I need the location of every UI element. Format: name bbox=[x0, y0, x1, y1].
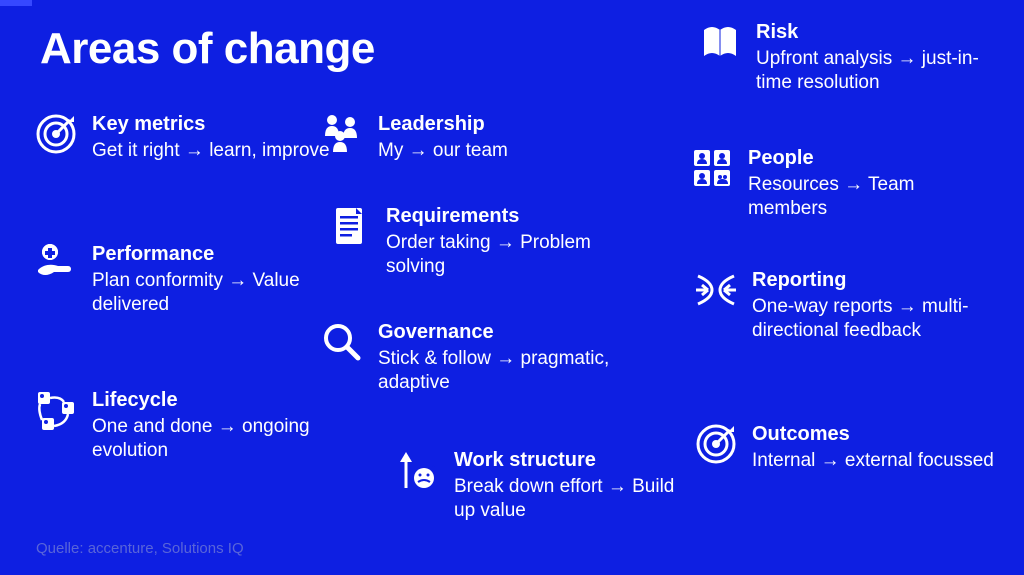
area-label: Lifecycle bbox=[92, 388, 334, 413]
area-outcomes: OutcomesInternal → external focussed bbox=[694, 422, 994, 473]
area-text: GovernanceStick & follow → pragmatic, ad… bbox=[378, 320, 620, 395]
hand-plus-icon bbox=[34, 242, 78, 286]
area-label: Governance bbox=[378, 320, 620, 345]
target-icon bbox=[694, 422, 738, 466]
area-leadership: LeadershipMy → our team bbox=[320, 112, 508, 163]
area-key-metrics: Key metricsGet it right → learn, improve bbox=[34, 112, 330, 163]
area-desc: Internal → external focussed bbox=[752, 449, 994, 473]
area-text: OutcomesInternal → external focussed bbox=[752, 422, 994, 473]
source-attribution: Quelle: accenture, Solutions IQ bbox=[36, 540, 244, 557]
area-label: Outcomes bbox=[752, 422, 994, 447]
area-reporting: ReportingOne-way reports → multi-directi… bbox=[694, 268, 994, 343]
magnifier-icon bbox=[320, 320, 364, 364]
area-label: Leadership bbox=[378, 112, 508, 137]
area-text: LeadershipMy → our team bbox=[378, 112, 508, 163]
target-icon bbox=[34, 112, 78, 156]
cycle-icon bbox=[34, 388, 78, 432]
area-desc: Upfront analysis → just-in-time resoluti… bbox=[756, 47, 998, 95]
area-desc: Stick & follow → pragmatic, adaptive bbox=[378, 347, 620, 395]
area-risk: RiskUpfront analysis → just-in-time reso… bbox=[698, 20, 998, 95]
area-performance: PerformancePlan conformity → Value deliv… bbox=[34, 242, 334, 317]
area-text: PeopleResources → Team members bbox=[748, 146, 990, 221]
area-text: RiskUpfront analysis → just-in-time reso… bbox=[756, 20, 998, 95]
area-text: Work structureBreak down effort → Build … bbox=[454, 448, 696, 523]
arrow-up-icon bbox=[396, 448, 440, 492]
area-desc: One and done → ongoing evolution bbox=[92, 415, 334, 463]
area-label: Requirements bbox=[386, 204, 628, 229]
grid-people-icon bbox=[690, 146, 734, 190]
area-label: Risk bbox=[756, 20, 998, 45]
area-desc: Get it right → learn, improve bbox=[92, 139, 330, 163]
area-label: Key metrics bbox=[92, 112, 330, 137]
area-label: Performance bbox=[92, 242, 334, 267]
area-desc: Break down effort → Build up value bbox=[454, 475, 696, 523]
area-desc: Resources → Team members bbox=[748, 173, 990, 221]
area-text: ReportingOne-way reports → multi-directi… bbox=[752, 268, 994, 343]
area-governance: GovernanceStick & follow → pragmatic, ad… bbox=[320, 320, 620, 395]
area-text: Key metricsGet it right → learn, improve bbox=[92, 112, 330, 163]
area-requirements: RequirementsOrder taking → Problem solvi… bbox=[328, 204, 628, 279]
book-icon bbox=[698, 20, 742, 64]
area-work-structure: Work structureBreak down effort → Build … bbox=[396, 448, 696, 523]
area-text: PerformancePlan conformity → Value deliv… bbox=[92, 242, 334, 317]
area-people: PeopleResources → Team members bbox=[690, 146, 990, 221]
area-text: LifecycleOne and done → ongoing evolutio… bbox=[92, 388, 334, 463]
document-icon bbox=[328, 204, 372, 248]
accent-bar bbox=[0, 0, 32, 6]
area-desc: Plan conformity → Value delivered bbox=[92, 269, 334, 317]
area-lifecycle: LifecycleOne and done → ongoing evolutio… bbox=[34, 388, 334, 463]
area-text: RequirementsOrder taking → Problem solvi… bbox=[386, 204, 628, 279]
area-label: Reporting bbox=[752, 268, 994, 293]
area-desc: My → our team bbox=[378, 139, 508, 163]
converge-icon bbox=[694, 268, 738, 312]
area-desc: One-way reports → multi-directional feed… bbox=[752, 295, 994, 343]
area-label: Work structure bbox=[454, 448, 696, 473]
people-icon bbox=[320, 112, 364, 156]
slide-title: Areas of change bbox=[40, 24, 375, 74]
area-desc: Order taking → Problem solving bbox=[386, 231, 628, 279]
area-label: People bbox=[748, 146, 990, 171]
